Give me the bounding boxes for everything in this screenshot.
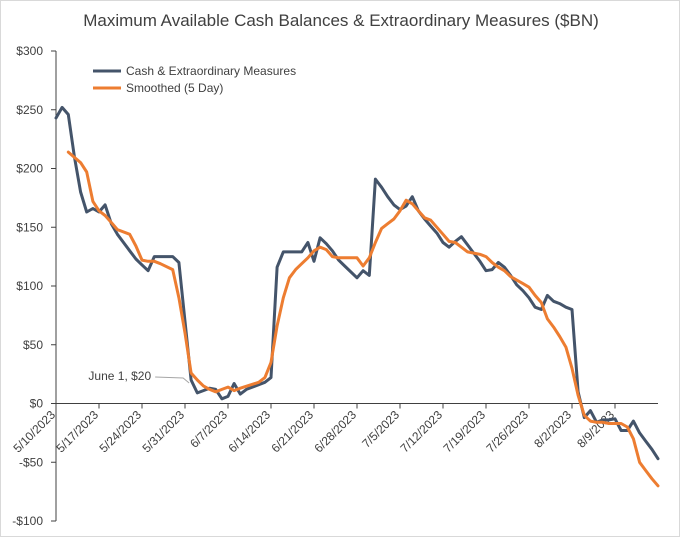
y-tick-label: $150: [16, 220, 43, 234]
chart-title: Maximum Available Cash Balances & Extrao…: [83, 11, 599, 30]
annotation-label: June 1, $20: [88, 369, 151, 383]
y-tick-label: -$100: [12, 514, 43, 528]
x-tick-label: 6/7/2023: [187, 407, 230, 450]
x-tick-label: 5/24/2023: [96, 407, 144, 455]
x-tick-label: 6/21/2023: [268, 407, 316, 455]
legend: Cash & Extraordinary Measures Smoothed (5…: [93, 64, 296, 95]
y-tick-label: -$50: [19, 455, 43, 469]
x-tick-label: 7/12/2023: [397, 407, 445, 455]
axes-group: $300 $250 $200 $150 $100 $50 $0 -$50 -$100 5/10/2…: [10, 44, 658, 528]
x-tick-label: 8/2/2023: [531, 407, 574, 450]
x-tick-label: 7/26/2023: [483, 407, 531, 455]
cash-series-line: [54, 105, 660, 461]
x-tick-label: 5/31/2023: [139, 407, 187, 455]
annotations: June 1, $20: [88, 369, 190, 384]
x-tick-label: 7/19/2023: [440, 407, 488, 455]
smoothed-series-line: [66, 150, 660, 488]
series-lines: [54, 105, 660, 488]
legend-label: Smoothed (5 Day): [126, 81, 223, 95]
x-tick-label: 8/9/2023: [574, 407, 617, 450]
y-tick-label: $100: [16, 279, 43, 293]
legend-label: Cash & Extraordinary Measures: [126, 64, 296, 78]
y-tick-label: $200: [16, 162, 43, 176]
x-tick-label: 6/14/2023: [225, 407, 273, 455]
annotation-leader: [155, 376, 190, 384]
y-tick-label: $300: [16, 44, 43, 58]
x-tick-label: 6/28/2023: [311, 407, 359, 455]
x-tick-label: 5/10/2023: [10, 407, 58, 455]
y-tick-label: $50: [23, 338, 43, 352]
y-tick-label: $250: [16, 103, 43, 117]
x-tick-label: 7/5/2023: [359, 407, 402, 450]
x-tick-label: 5/17/2023: [53, 407, 101, 455]
y-tick-label: $0: [30, 397, 44, 411]
